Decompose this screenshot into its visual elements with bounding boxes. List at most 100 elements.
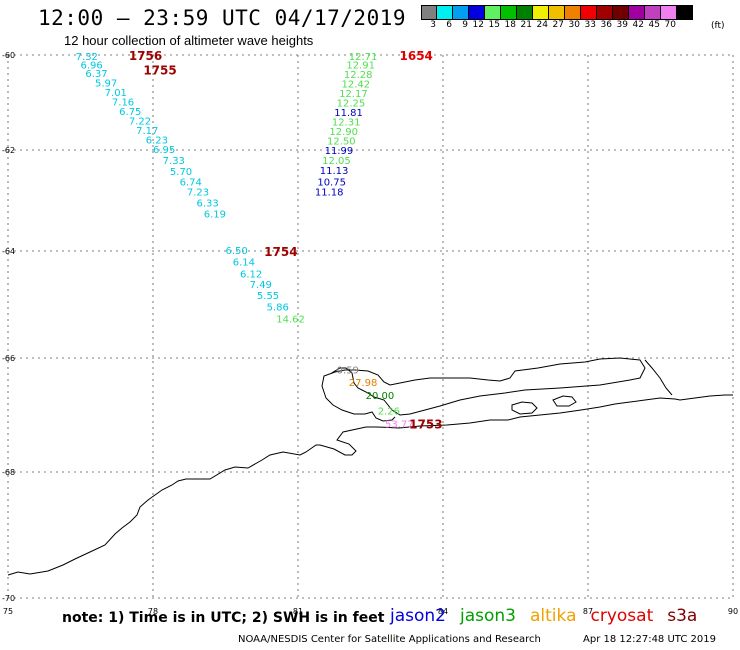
- legend-swatch: [549, 5, 565, 20]
- legend-swatch: [517, 5, 533, 20]
- page-title: 12:00 – 23:59 UTC 04/17/2019: [38, 6, 407, 30]
- swh-value-label: 6.95: [153, 145, 175, 156]
- legend-label: 9: [462, 20, 468, 30]
- legend-label: 3: [430, 20, 436, 30]
- swh-value-label: 7.49: [250, 280, 272, 291]
- legend-swatch: [613, 5, 629, 20]
- swh-value-label: 12.50: [327, 137, 356, 148]
- lat-tick-label: -62: [2, 146, 15, 155]
- swh-value-label: 11.99: [325, 146, 354, 157]
- legend-label: 24: [536, 20, 548, 30]
- legend-swatch: [437, 5, 453, 20]
- legend-label: 15: [488, 20, 500, 30]
- swh-value-label: 12.31: [332, 118, 361, 129]
- island-a: [511, 401, 538, 415]
- legend-label: 12: [472, 20, 484, 30]
- units-note: note: 1) Time is in UTC; 2) SWH is in fe…: [62, 610, 385, 626]
- coastline: [7, 357, 733, 576]
- satellite-name: jason2: [390, 606, 446, 626]
- page-subtitle: 12 hour collection of altimeter wave hei…: [64, 33, 314, 48]
- lat-tick-label: -64: [2, 247, 15, 256]
- swh-value-label: 12.91: [346, 61, 375, 72]
- legend-label: 39: [616, 20, 628, 30]
- legend-label: 45: [648, 20, 660, 30]
- swh-value-label: 6.12: [240, 269, 262, 280]
- track-a-labels: 7.326.966.375.977.017.166.757.227.176.23…: [76, 52, 305, 325]
- legend-swatches: [421, 5, 693, 20]
- track-b-labels: 12.7112.9112.2812.4212.1712.2511.8112.31…: [315, 52, 377, 198]
- swh-value-label: 11.13: [320, 166, 349, 177]
- track-c-labels: 0.59 27.98 20.00 2.26 53.77: [337, 365, 414, 430]
- coastline-shelf: [321, 357, 646, 422]
- lon-tick-label: 75: [3, 607, 13, 616]
- legend-swatch: [421, 5, 437, 20]
- swh-value-label: 12.42: [342, 80, 371, 91]
- lon-tick-label: 81: [293, 607, 303, 616]
- legend-label: 30: [568, 20, 580, 30]
- legend-swatch: [501, 5, 517, 20]
- credit-line: NOAA/NESDIS Center for Satellite Applica…: [238, 634, 541, 645]
- legend-label: 21: [520, 20, 532, 30]
- swh-value-label: 14.62: [276, 314, 305, 325]
- swh-value-label: 10.75: [317, 177, 346, 188]
- lon-tick-label: 90: [728, 607, 738, 616]
- legend-label: 33: [584, 20, 596, 30]
- swh-value-label: 7.33: [163, 156, 185, 167]
- pass-time-label: 1755: [143, 63, 176, 77]
- swh-value-label: 7.16: [112, 98, 134, 109]
- swh-value-label: 2.26: [378, 406, 400, 417]
- lon-tick-label: 84: [438, 607, 448, 616]
- coastline-east-ridge: [644, 359, 673, 396]
- legend-swatch: [597, 5, 613, 20]
- legend-label: 42: [632, 20, 644, 30]
- swh-value-label: 6.33: [197, 199, 219, 210]
- swh-value-label: 6.23: [146, 136, 168, 147]
- swh-value-label: 6.19: [204, 210, 226, 221]
- swh-value-label: 11.81: [334, 108, 363, 119]
- lat-tick-label: -68: [2, 468, 15, 477]
- lat-tick-label: -70: [2, 594, 15, 603]
- swh-value-label: 6.14: [233, 258, 255, 269]
- legend-label: 70: [664, 20, 676, 30]
- swh-value-label: 6.37: [85, 69, 107, 80]
- island-b: [552, 395, 577, 407]
- legend-swatch: [581, 5, 597, 20]
- swh-value-label: 53.77: [385, 420, 414, 431]
- pass-time-label: 1753: [409, 418, 442, 432]
- swh-value-label: 5.86: [267, 303, 289, 314]
- swh-value-label: 5.70: [170, 167, 192, 178]
- swh-value-label: 7.17: [136, 126, 158, 137]
- legend-swatch: [533, 5, 549, 20]
- swh-value-label: 12.17: [339, 89, 368, 100]
- swh-value-label: 20.00: [366, 391, 395, 402]
- swh-value-label: 12.90: [329, 127, 358, 138]
- legend-label: 27: [552, 20, 564, 30]
- swh-value-label: 27.98: [349, 378, 378, 389]
- legend-label: 36: [600, 20, 612, 30]
- swh-value-label: 11.18: [315, 187, 344, 198]
- swh-value-label: 5.55: [257, 291, 279, 302]
- swh-value-label: 7.01: [105, 88, 127, 99]
- swh-value-label: 12.25: [337, 99, 366, 110]
- legend-label: 6: [446, 20, 452, 30]
- pass-time-label: 1654: [400, 49, 433, 63]
- satellite-legend: jason2 jason3 altika cryosat s3a: [390, 606, 711, 626]
- lon-tick-label: 87: [583, 607, 593, 616]
- legend-swatch: [661, 5, 677, 20]
- satellite-name: altika: [530, 606, 577, 626]
- map-grid: -60 -62 -64 -66 -68 -70 75 78 81 84 87 90: [2, 51, 738, 616]
- legend-label: 18: [504, 20, 516, 30]
- swh-value-label: 7.22: [129, 117, 151, 128]
- swh-value-label: 7.23: [187, 187, 209, 198]
- legend-swatch: [485, 5, 501, 20]
- legend-labels: 3 6 9 12 15 18 21 24 27 30 33 36 39 42 45 70: [421, 20, 693, 30]
- pass-time-label: 1756: [129, 49, 162, 63]
- swh-value-label: 12.71: [349, 52, 378, 63]
- satellite-name: jason3: [460, 606, 516, 626]
- legend-unit: (ft): [711, 21, 725, 31]
- swh-value-label: 7.32: [76, 52, 98, 63]
- legend-swatch: [565, 5, 581, 20]
- wave-height-legend: 3 6 9 12 15 18 21 24 27 30 33 36 39 42 45 70 (ft): [421, 5, 725, 31]
